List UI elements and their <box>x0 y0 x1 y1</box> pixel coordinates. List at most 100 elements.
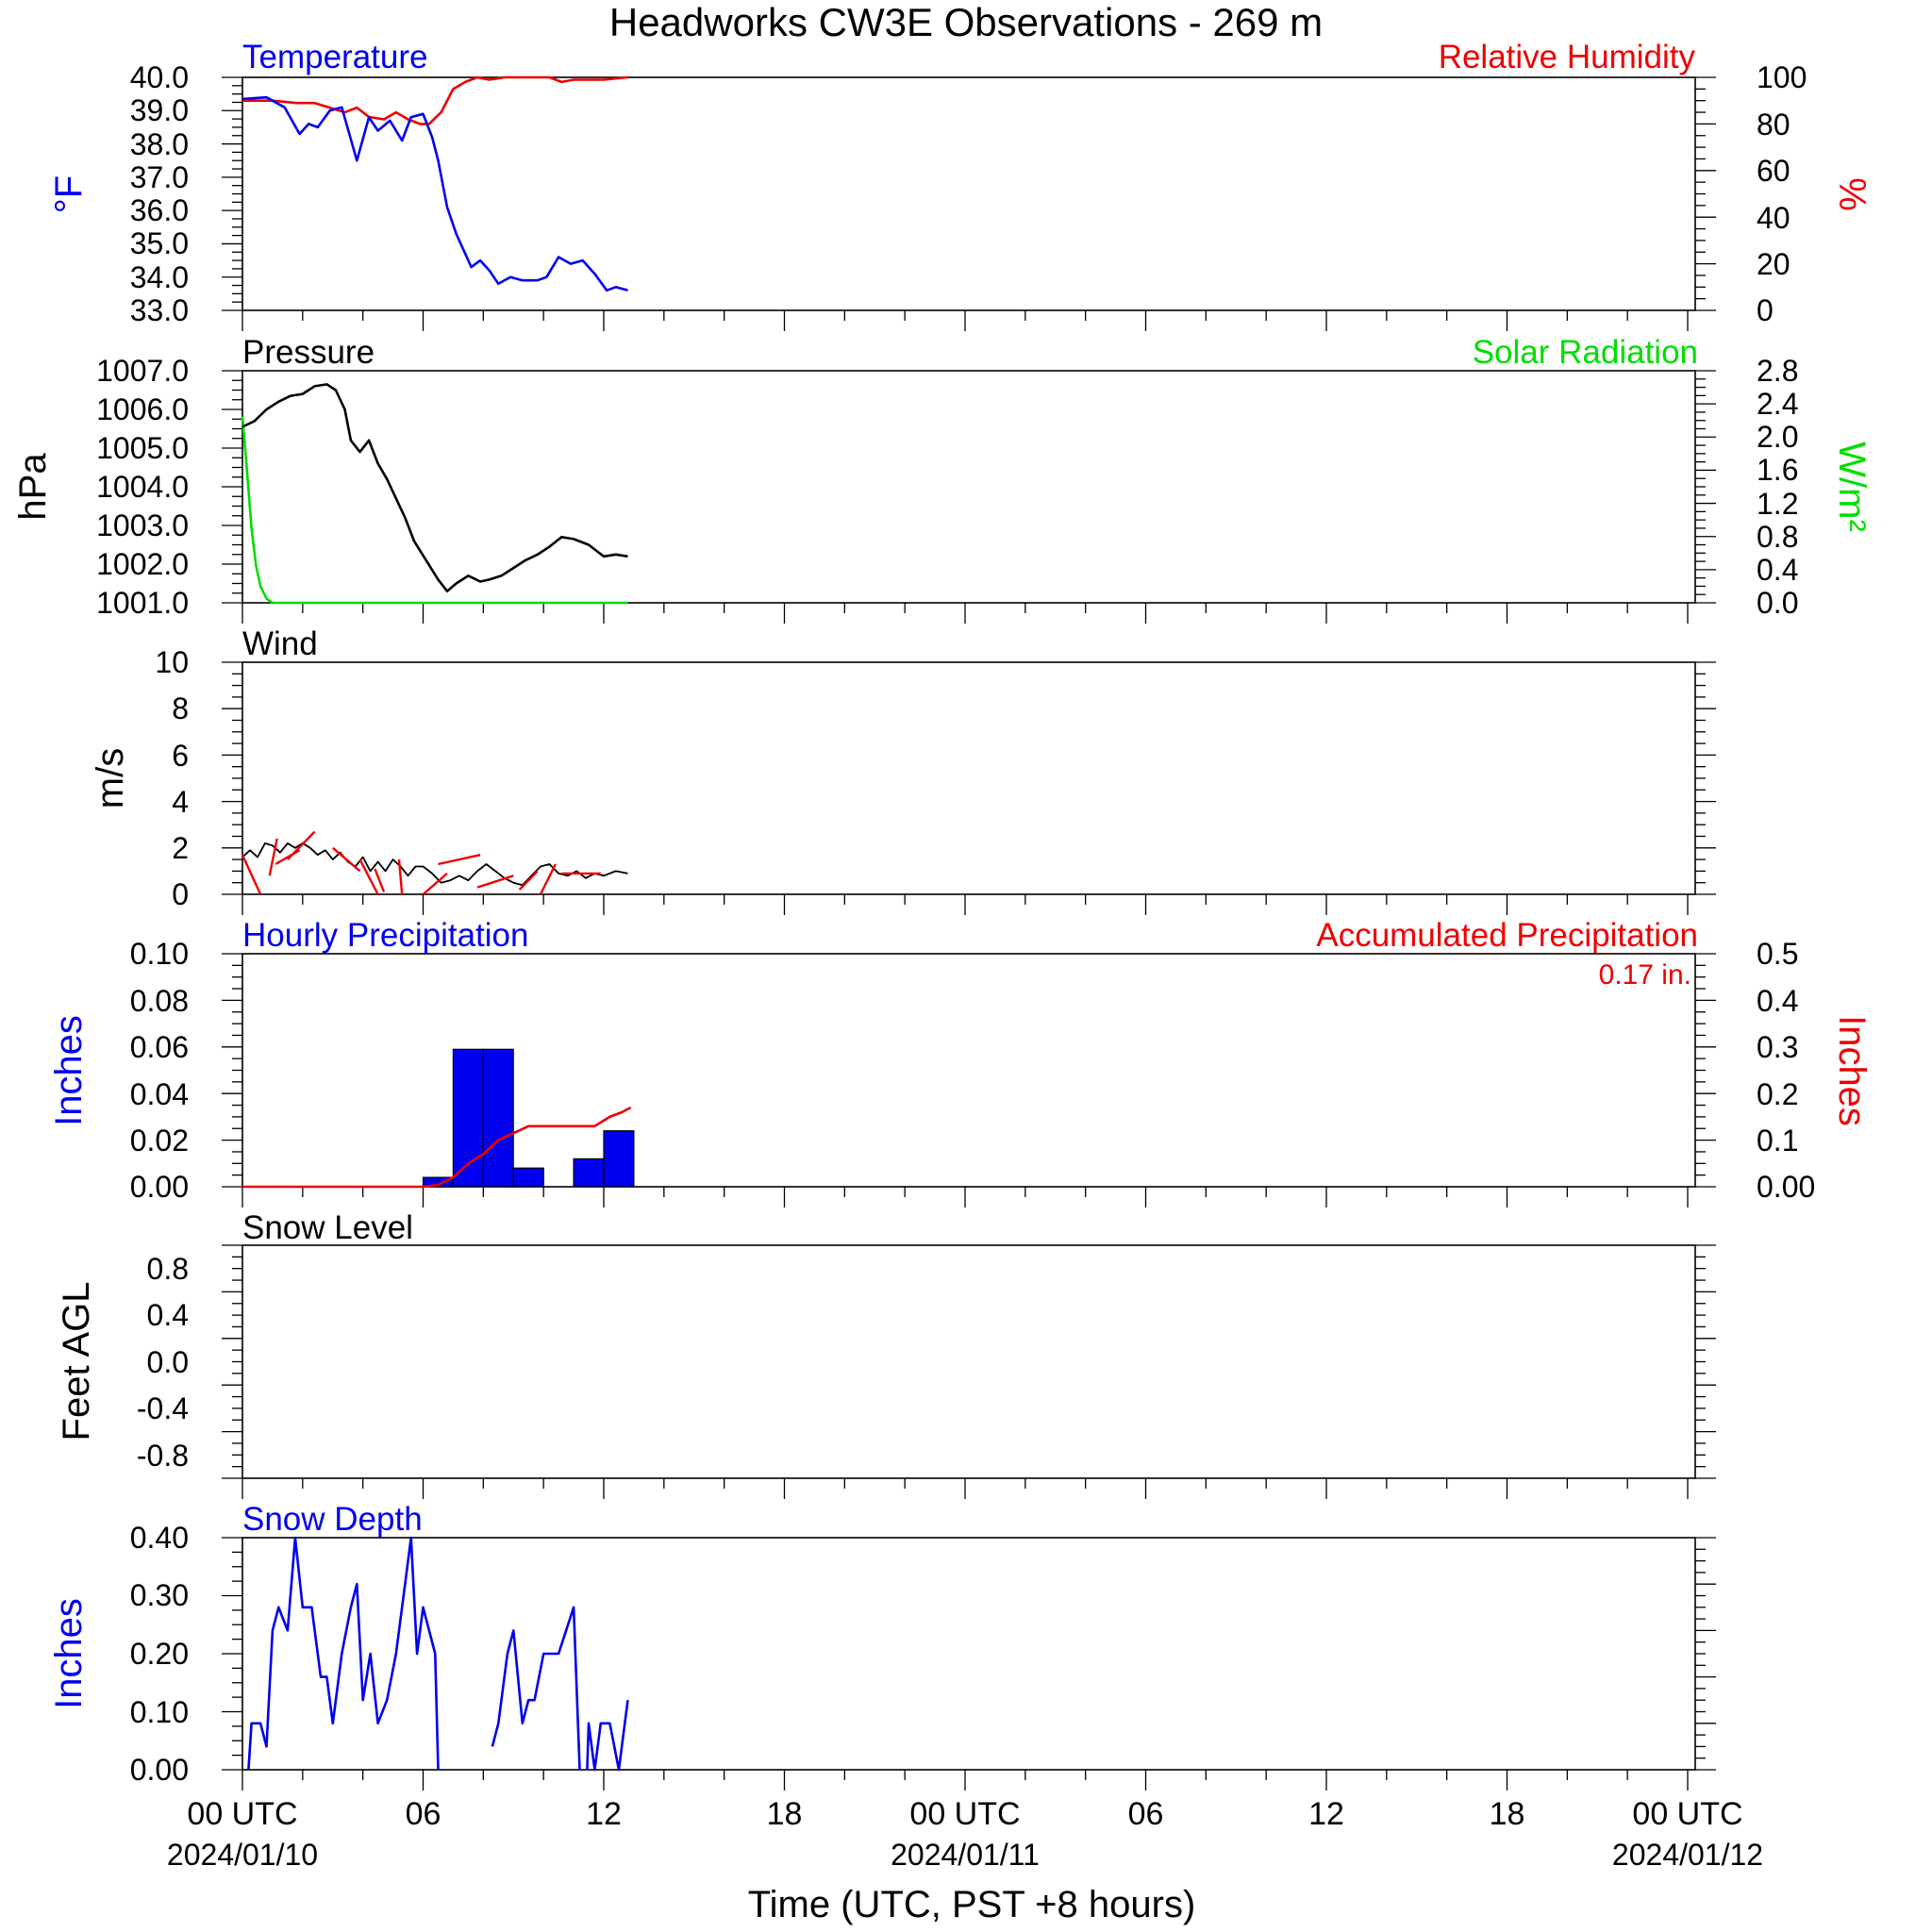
wind-direction-barb <box>332 846 361 873</box>
time-tick-label: 00 UTC <box>1632 1796 1742 1832</box>
time-tick-label: 06 <box>406 1796 441 1832</box>
pressure-tick-label: 1007.0 <box>96 354 189 388</box>
solar-tick-label: 2.8 <box>1757 354 1798 388</box>
precip-axis-ticks <box>222 953 1716 1208</box>
pressure-title: Pressure <box>242 334 375 371</box>
wind-direction-barb <box>518 870 539 891</box>
pressure-tick-label: 1006.0 <box>96 392 189 426</box>
accum-tick-label: 0.2 <box>1757 1077 1798 1111</box>
snowdepth-title: Snow Depth <box>242 1501 423 1538</box>
wind-speed-line <box>242 842 628 887</box>
temperature-tick-label: 33.0 <box>130 293 189 327</box>
solar-unit-label: W/m² <box>1831 441 1873 532</box>
wind-direction-barb <box>476 874 514 889</box>
precip-panel: Hourly Precipitation Accumulated Precipi… <box>48 917 1873 1208</box>
wind-direction-barb <box>268 838 278 876</box>
pressure-panel: Pressure Solar Radiation hPa W/m² 1007.0… <box>12 334 1873 624</box>
solar-tick-label: 0.4 <box>1757 553 1798 587</box>
temperature-tick-label: 37.0 <box>130 160 189 194</box>
pressure-series <box>241 383 628 605</box>
temperature-tick-label: 36.0 <box>130 193 189 227</box>
snowdepth-tick-label: 0.20 <box>130 1637 189 1671</box>
accum-tick-label: 0.4 <box>1757 984 1798 1018</box>
snow-depth-line <box>247 1536 440 1771</box>
wind-tick-label: 0 <box>172 877 189 911</box>
snowdepth-series <box>247 1536 629 1772</box>
precip-tick-label: 0.04 <box>130 1077 189 1111</box>
wind-direction-barb <box>358 858 379 895</box>
temperature-series <box>242 75 628 292</box>
snowlevel-tick-label: 0.8 <box>147 1252 189 1286</box>
snowdepth-panel: Snow Depth Inches 0.40 0.30 0.20 0.10 0.… <box>48 1501 1716 1790</box>
temperature-axis-ticks <box>222 76 1716 331</box>
wind-direction-barb <box>374 868 386 892</box>
precip-tick-label: 0.10 <box>130 937 189 971</box>
date-label: 2024/01/11 <box>891 1838 1040 1872</box>
precip-tick-label: 0.00 <box>130 1170 189 1204</box>
humidity-ticklabels: 100 80 60 40 20 0 <box>1757 60 1807 327</box>
pressure-ticklabels: 1007.0 1006.0 1005.0 1004.0 1003.0 1002.… <box>96 354 189 620</box>
snowlevel-axis-ticks <box>222 1244 1716 1499</box>
snowdepth-tick-label: 0.00 <box>130 1753 189 1787</box>
precip-tick-label: 0.06 <box>130 1030 189 1064</box>
temperature-ticklabels: 40.0 39.0 38.0 37.0 36.0 35.0 34.0 33.0 <box>130 60 189 327</box>
accum-precip-title: Accumulated Precipitation <box>1316 917 1698 954</box>
pressure-tick-label: 1002.0 <box>96 547 189 581</box>
solar-tick-label: 0.0 <box>1757 586 1798 620</box>
snowlevel-tick-label: 0.4 <box>147 1298 189 1332</box>
accum-tick-label: 0.5 <box>1757 937 1798 971</box>
accum-tick-label: 0.1 <box>1757 1124 1798 1158</box>
humidity-tick-label: 0 <box>1757 293 1774 327</box>
wind-series <box>241 830 628 895</box>
time-tick-label: 12 <box>1308 1796 1344 1832</box>
pressure-line <box>242 383 628 592</box>
pressure-axis-ticks <box>222 370 1716 624</box>
humidity-title: Relative Humidity <box>1439 39 1696 75</box>
pressure-unit-label: hPa <box>12 453 54 521</box>
snowlevel-ticklabels: 0.8 0.4 0.0 -0.4 -0.8 <box>137 1252 189 1473</box>
temperature-tick-label: 35.0 <box>130 226 189 260</box>
humidity-tick-label: 60 <box>1757 154 1790 188</box>
temperature-title: Temperature <box>242 39 427 75</box>
solar-tick-label: 0.8 <box>1757 520 1798 554</box>
hourly-precip-bar <box>482 1048 514 1188</box>
hourly-precip-bar <box>603 1130 635 1188</box>
snowdepth-tick-label: 0.30 <box>130 1578 189 1612</box>
precip-tick-label: 0.08 <box>130 984 189 1018</box>
wind-unit-label: m/s <box>90 748 131 808</box>
hourly-precip-bar <box>573 1158 605 1188</box>
humidity-tick-label: 20 <box>1757 247 1790 281</box>
snowlevel-tick-label: -0.8 <box>137 1439 189 1473</box>
snowdepth-unit-label: Inches <box>48 1598 90 1709</box>
wind-tick-label: 6 <box>172 739 189 773</box>
snowdepth-axis-ticks <box>222 1537 1716 1790</box>
date-label: 2024/01/12 <box>1612 1838 1763 1872</box>
solar-tick-label: 1.2 <box>1757 487 1798 521</box>
wind-title: Wind <box>242 625 318 662</box>
wind-direction-barb <box>539 863 557 895</box>
pressure-tick-label: 1003.0 <box>96 508 189 542</box>
temperature-panel: Temperature Relative Humidity °F % 40.0 … <box>48 39 1873 331</box>
temperature-line <box>242 95 628 292</box>
wind-tick-label: 8 <box>172 691 189 725</box>
hourly-precip-unit-label: Inches <box>48 1015 90 1126</box>
humidity-tick-label: 80 <box>1757 108 1790 142</box>
time-tick-label: 00 UTC <box>187 1796 297 1832</box>
humidity-tick-label: 40 <box>1757 201 1790 235</box>
precip-series <box>242 1048 635 1189</box>
hourly-precip-title: Hourly Precipitation <box>242 917 528 954</box>
snowdepth-tick-label: 0.10 <box>130 1695 189 1729</box>
accum-precip-ticklabels: 0.5 0.4 0.3 0.2 0.1 0.00 <box>1757 937 1815 1204</box>
wind-ticklabels: 10 8 6 4 2 0 <box>155 645 189 911</box>
solar-title: Solar Radiation <box>1473 334 1698 371</box>
date-label: 2024/01/10 <box>167 1838 318 1872</box>
accum-precip-line <box>242 1106 632 1189</box>
solar-radiation-line <box>241 416 628 605</box>
pressure-tick-label: 1001.0 <box>96 586 189 620</box>
wind-tick-label: 4 <box>172 785 189 819</box>
time-tick-label: 18 <box>1490 1796 1525 1832</box>
temperature-tick-label: 39.0 <box>130 93 189 127</box>
hourly-precip-bar <box>512 1167 544 1188</box>
pressure-tick-label: 1005.0 <box>96 431 189 465</box>
